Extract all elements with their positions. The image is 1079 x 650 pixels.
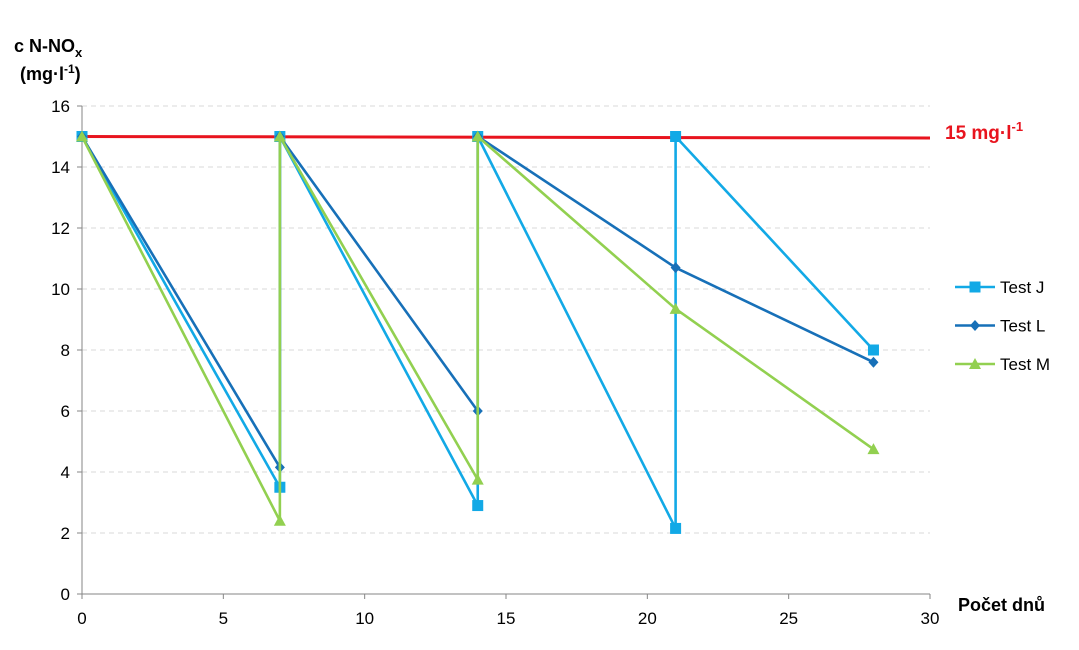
data-point-triangle — [471, 473, 484, 485]
y-tick-label: 8 — [61, 341, 70, 360]
data-point-square — [670, 522, 682, 534]
reference-line-group — [81, 135, 931, 140]
reference-line-label-main: 15 mg·l — [945, 123, 1012, 144]
x-tick-label: 15 — [497, 609, 516, 628]
data-point-diamond — [868, 356, 879, 368]
x-tick-label: 5 — [219, 609, 228, 628]
reference-line-label-sup: -1 — [1012, 119, 1024, 134]
legend-swatch-marker — [969, 281, 981, 293]
legend-swatch-marker — [969, 358, 981, 369]
y-axis-title-subscript: x — [75, 45, 83, 60]
y-tick-label: 12 — [51, 219, 70, 238]
data-point-triangle — [669, 302, 682, 314]
legend-item: Test J — [955, 278, 1044, 297]
data-point-triangle — [471, 130, 484, 142]
grid-lines — [82, 105, 930, 534]
legend-item: Test M — [955, 355, 1050, 374]
y-tick-label: 0 — [61, 585, 70, 604]
x-tick-label: 30 — [921, 609, 940, 628]
data-point-diamond — [670, 262, 681, 274]
y-axis-unit-close: ) — [75, 64, 81, 84]
legend: Test J Test L Test M — [955, 278, 1050, 374]
legend-label: Test M — [1000, 355, 1050, 374]
y-tick-label: 16 — [51, 97, 70, 116]
y-tick-label: 4 — [61, 463, 70, 482]
y-tick-label: 14 — [51, 158, 70, 177]
y-tick-label: 10 — [51, 280, 70, 299]
data-point-triangle — [273, 130, 286, 142]
y-axis-unit-sup: -1 — [64, 62, 75, 76]
data-point-triangle — [76, 130, 88, 142]
y-tick-label: 6 — [61, 402, 70, 421]
legend-swatch-marker — [970, 320, 980, 331]
y-axis-unit-main: (mg·l — [20, 64, 64, 84]
data-point-triangle — [867, 443, 880, 455]
reference-line — [81, 135, 931, 140]
reference-line-label: 15 mg·l-1 — [945, 119, 1023, 144]
data-point-square — [472, 500, 484, 512]
legend-item: Test L — [955, 317, 1045, 336]
y-tick-label: 2 — [61, 524, 70, 543]
legend-label: Test J — [1000, 278, 1044, 297]
series-test-m — [76, 130, 880, 526]
x-tick-label: 10 — [355, 609, 374, 628]
series-group — [76, 130, 880, 534]
x-tick-label: 25 — [779, 609, 798, 628]
y-axis-title: c N-NOx — [14, 36, 83, 60]
data-point-square — [867, 344, 879, 356]
tick-labels: 0 2 4 6 8 10 12 14 16 0 5 10 15 20 25 30 — [51, 97, 939, 628]
x-tick-label: 0 — [77, 609, 86, 628]
axes — [77, 105, 931, 599]
x-axis-title: Počet dnů — [958, 595, 1045, 615]
y-axis-title-main: c N-NO — [14, 36, 75, 56]
data-point-square — [670, 131, 682, 142]
x-tick-label: 20 — [638, 609, 657, 628]
data-point-triangle — [273, 514, 286, 526]
y-axis-unit: (mg·l-1) — [20, 62, 81, 84]
legend-label: Test L — [1000, 317, 1045, 336]
series-line — [80, 135, 875, 523]
